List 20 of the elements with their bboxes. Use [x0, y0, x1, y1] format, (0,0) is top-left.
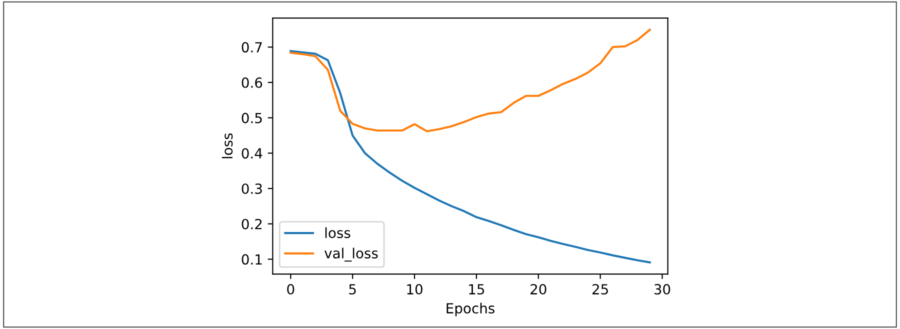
x-tick-label: 10	[407, 284, 422, 295]
y-tick-label: 0.7	[242, 42, 262, 53]
x-axis-title: Epochs	[446, 302, 494, 316]
y-axis-title: loss	[222, 133, 233, 158]
x-tick-label: 20	[530, 284, 546, 295]
y-tick-label: 0.3	[242, 183, 262, 194]
y-tick-label: 0.5	[242, 112, 262, 124]
x-tick-label: 25	[592, 284, 608, 295]
x-tick-label: 15	[469, 284, 484, 295]
y-tick-label: 0.2	[242, 218, 262, 230]
y-tick-label: 0.4	[242, 148, 262, 159]
line-series	[290, 50, 651, 264]
x-tick-label: 30	[654, 284, 670, 295]
x-tick-label: 0	[287, 284, 294, 295]
x-tick-label: 5	[349, 284, 356, 295]
y-tick-label: 0.6	[242, 77, 262, 88]
line-series	[290, 28, 651, 132]
y-tick-label: 0.1	[242, 254, 262, 265]
legend-label: val_loss	[324, 248, 378, 262]
legend-label: loss	[325, 227, 350, 238]
